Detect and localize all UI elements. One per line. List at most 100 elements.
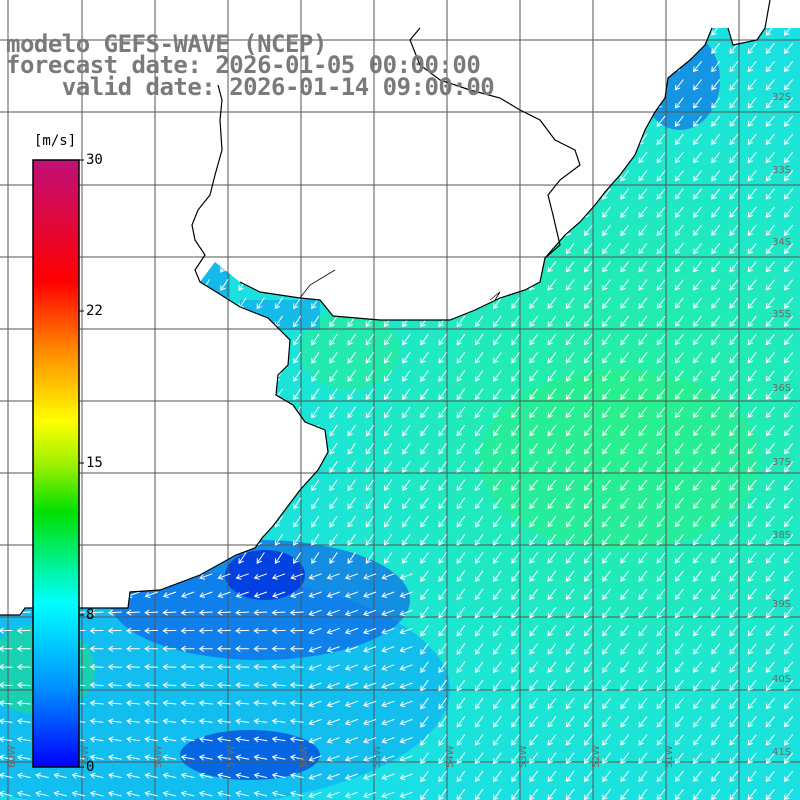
wind-arrow (438, 261, 448, 273)
wind-arrow (693, 133, 702, 146)
wind-arrow (783, 133, 794, 146)
wind-arrow (107, 681, 122, 689)
wind-arrow (274, 442, 284, 455)
wind-arrow (656, 115, 666, 127)
wind-arrow (256, 351, 265, 364)
wind-arrow (438, 188, 448, 200)
wind-arrow (308, 609, 322, 617)
wind-arrow (402, 206, 411, 219)
wind-arrow (125, 609, 140, 616)
wind-arrow (474, 315, 484, 328)
wind-arrow (184, 461, 192, 474)
wind-arrow (165, 388, 174, 401)
wind-arrow (198, 627, 213, 634)
wind-arrow (235, 772, 250, 779)
wind-arrow (711, 461, 721, 473)
wind-arrow (565, 534, 575, 546)
wind-arrow (402, 388, 411, 401)
wind-arrow (383, 261, 393, 273)
wind-arrow (765, 261, 775, 273)
wind-arrow (165, 406, 174, 419)
wind-arrow (256, 424, 265, 437)
wind-arrow (493, 752, 502, 765)
wind-arrow (402, 406, 411, 419)
wind-arrow (126, 718, 140, 725)
wind-arrow (765, 534, 775, 546)
wind-arrow (162, 645, 177, 652)
wind-arrow (147, 515, 156, 528)
wind-arrow (783, 770, 794, 783)
wind-arrow (656, 333, 666, 346)
wind-arrow (656, 60, 666, 73)
wind-arrow (326, 737, 340, 744)
wind-arrow (202, 461, 211, 473)
wind-arrow (493, 188, 502, 200)
wind-arrow (620, 534, 630, 546)
wind-arrow (711, 406, 721, 419)
wind-arrow (256, 461, 265, 473)
wind-arrow (493, 716, 502, 728)
wind-arrow (347, 497, 356, 510)
wind-arrow (620, 424, 630, 437)
wind-arrow (256, 497, 265, 510)
wind-arrow (656, 42, 666, 55)
wind-arrow (747, 333, 757, 346)
wind-arrow (71, 772, 86, 779)
wind-arrow (271, 718, 286, 725)
wind-arrow (747, 97, 757, 109)
wind-arrow (765, 42, 775, 55)
wind-arrow (674, 333, 684, 346)
wind-arrow (347, 151, 356, 164)
wind-arrow (272, 573, 286, 580)
wind-arrow (583, 497, 593, 510)
wind-arrow (620, 461, 630, 473)
wind-arrow (71, 790, 86, 797)
wind-arrow (0, 790, 13, 797)
wind-arrow (220, 242, 229, 255)
wind-arrow (656, 515, 666, 528)
wind-arrow (529, 297, 539, 309)
wind-arrow (783, 261, 794, 273)
wind-arrow (656, 170, 666, 182)
wind-arrow (765, 224, 775, 237)
wind-arrow (202, 315, 211, 328)
wind-arrow (656, 206, 666, 218)
wind-arrow (656, 497, 666, 510)
wind-arrow (147, 351, 156, 364)
wind-arrow (456, 424, 466, 437)
wind-arrow (383, 170, 393, 182)
map-title-forecast-date: forecast date: 2026-01-05 00:00:00 (6, 51, 481, 79)
wind-arrow (147, 315, 156, 328)
wind-arrow (438, 661, 448, 674)
wind-arrow (16, 700, 31, 707)
wind-arrow (438, 352, 448, 364)
wind-arrow (529, 206, 539, 218)
wind-arrow (674, 170, 684, 182)
wind-arrow (147, 442, 156, 455)
wind-arrow (253, 790, 268, 797)
wind-arrow (383, 352, 393, 364)
wind-arrow (674, 206, 684, 218)
wind-arrow (217, 754, 231, 761)
wind-arrow (783, 370, 794, 382)
wind-arrow (583, 588, 593, 601)
wind-arrow (165, 333, 174, 346)
wind-arrow (511, 115, 520, 127)
wind-arrow (511, 188, 520, 200)
wind-arrow (420, 606, 429, 619)
wind-arrow (747, 60, 757, 73)
wind-arrow (620, 606, 630, 619)
wind-arrow (547, 352, 557, 364)
wind-arrow (638, 315, 648, 328)
wind-arrow (365, 515, 375, 528)
wind-arrow (111, 442, 120, 455)
wind-arrow (184, 351, 192, 364)
wind-arrow (181, 591, 195, 598)
wind-arrow (326, 573, 340, 580)
wind-arrow (474, 461, 484, 473)
wind-arrow (365, 352, 375, 364)
wind-arrow (344, 573, 359, 580)
wind-arrow (729, 716, 739, 728)
wind-arrow (693, 28, 702, 36)
wind-arrow (220, 442, 229, 455)
